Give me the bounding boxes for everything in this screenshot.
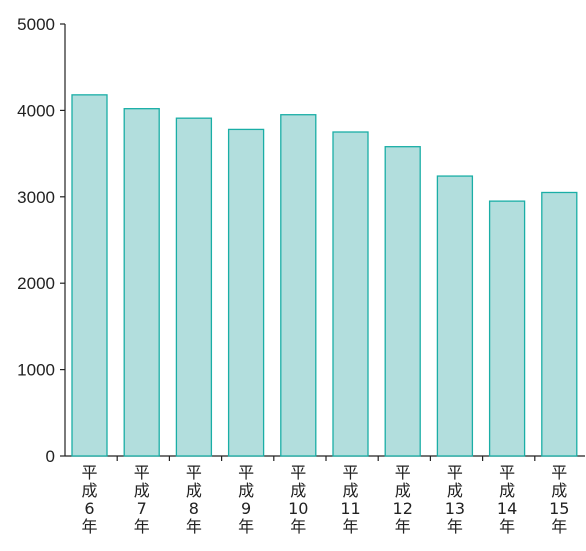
bar <box>541 191 578 457</box>
y-tick-label: 4000 <box>17 101 55 120</box>
x-category-label-part: 14 <box>497 499 517 518</box>
bar <box>227 128 265 457</box>
x-category-label-part: 11 <box>340 499 360 518</box>
x-category-label-part: 成 <box>290 481 306 500</box>
y-tick-label: 3000 <box>17 188 55 207</box>
x-category-label-part: 年 <box>447 517 463 536</box>
x-category-label-part: 成 <box>81 481 97 500</box>
x-category-label-part: 成 <box>499 481 515 500</box>
x-axis <box>65 455 585 461</box>
x-category-label-part: 年 <box>395 517 411 536</box>
x-category-label-part: 15 <box>549 499 569 518</box>
category-labels: 平成6年平成7年平成8年平成9年平成10年平成11年平成12年平成13年平成14… <box>81 463 569 536</box>
y-tick-label: 5000 <box>17 15 55 34</box>
x-category-label-part: 年 <box>186 517 202 536</box>
x-category-label-part: 平 <box>499 463 515 482</box>
x-category-label-part: 6 <box>84 499 94 518</box>
bar <box>175 117 213 457</box>
bar <box>71 94 108 457</box>
x-category-label-part: 平 <box>81 463 97 482</box>
x-category-label-part: 年 <box>499 517 515 536</box>
bar <box>280 114 317 457</box>
y-tick-label: 1000 <box>17 361 55 380</box>
bar <box>488 200 526 457</box>
x-category-label-part: 成 <box>134 481 150 500</box>
y-tick-label: 2000 <box>17 274 55 293</box>
x-category-label-part: 成 <box>447 481 463 500</box>
x-category-label-part: 10 <box>288 499 308 518</box>
bars <box>71 94 578 457</box>
x-category-label-part: 13 <box>445 499 465 518</box>
x-category-label-part: 年 <box>551 517 567 536</box>
x-category-label-part: 成 <box>551 481 567 500</box>
x-category-label-part: 平 <box>395 463 411 482</box>
x-category-label-part: 成 <box>238 481 254 500</box>
x-category-label-part: 平 <box>238 463 254 482</box>
bar <box>436 175 474 457</box>
x-category-label-part: 年 <box>342 517 358 536</box>
bar <box>384 146 421 457</box>
x-category-label-part: 年 <box>134 517 150 536</box>
x-category-label-part: 平 <box>186 463 202 482</box>
bar <box>123 108 160 457</box>
bar <box>332 131 369 457</box>
x-category-label-part: 平 <box>447 463 463 482</box>
x-category-label-part: 平 <box>342 463 358 482</box>
x-category-label-part: 成 <box>395 481 411 500</box>
x-category-label-part: 年 <box>290 517 306 536</box>
y-tick-label: 0 <box>46 447 55 466</box>
x-category-label-part: 8 <box>189 499 199 518</box>
x-category-label-part: 12 <box>393 499 413 518</box>
x-category-label-part: 年 <box>238 517 254 536</box>
x-category-label-part: 平 <box>290 463 306 482</box>
x-category-label-part: 成 <box>342 481 358 500</box>
x-category-label-part: 平 <box>551 463 567 482</box>
x-category-label-part: 7 <box>137 499 147 518</box>
x-category-label-part: 成 <box>186 481 202 500</box>
x-category-label-part: 9 <box>241 499 251 518</box>
x-category-label-part: 年 <box>81 517 97 536</box>
x-category-label-part: 平 <box>134 463 150 482</box>
y-axis: 0 1000 2000 3000 4000 5000 <box>17 15 66 466</box>
